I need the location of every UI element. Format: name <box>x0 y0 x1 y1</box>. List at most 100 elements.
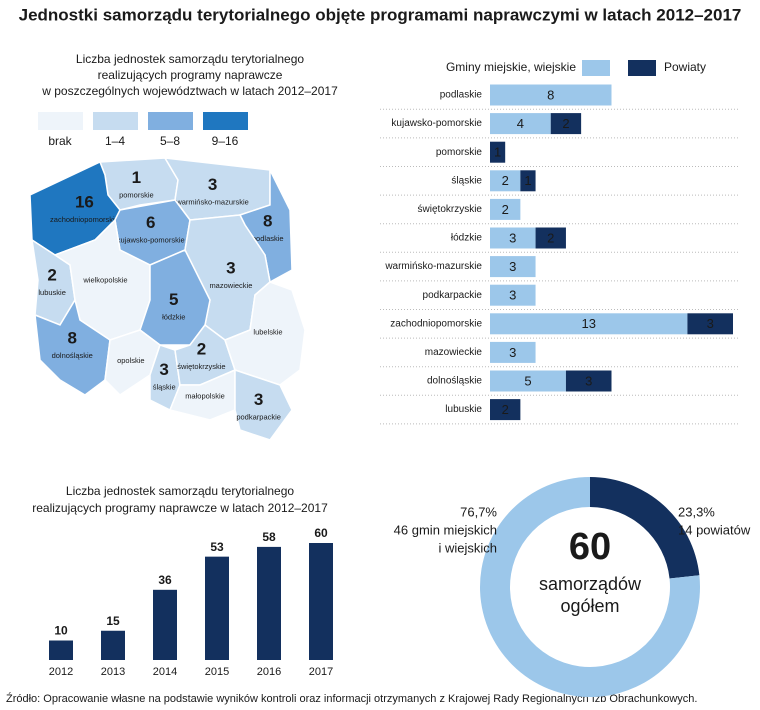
bar-value-label: 3 <box>585 373 592 388</box>
bar-segment <box>490 227 536 249</box>
bar-value-label: 13 <box>581 316 595 331</box>
bar <box>257 546 281 660</box>
y-tick-label: mazowieckie <box>425 347 483 358</box>
region-name: lubelskie <box>253 327 282 336</box>
bar <box>205 556 229 660</box>
bar-value-label: 4 <box>517 116 524 131</box>
bar <box>49 640 73 660</box>
bar-value-label: 3 <box>509 345 516 360</box>
region-value: 3 <box>226 259 235 278</box>
legend-label: Powiaty <box>664 60 706 74</box>
bar-value-label: 3 <box>509 230 516 245</box>
bar-segment <box>490 198 521 220</box>
legend-swatch <box>148 112 193 130</box>
legend-label: brak <box>48 134 72 148</box>
region-name: dolnośląskie <box>52 351 93 360</box>
legend-swatch <box>38 112 83 130</box>
y-tick-label: podlaskie <box>440 90 483 101</box>
bar-segment <box>490 284 536 306</box>
x-tick-label: 2016 <box>257 666 281 678</box>
bar-value-label: 10 <box>54 624 68 638</box>
bar <box>153 589 177 660</box>
legend-swatch <box>628 60 656 76</box>
bar <box>309 543 333 660</box>
y-tick-label: dolnośląskie <box>427 376 482 387</box>
segment-description: i wiejskich <box>438 540 497 555</box>
bar-value-label: 3 <box>707 316 714 331</box>
region-value: 2 <box>47 265 56 284</box>
legend-label: 1–4 <box>105 134 125 148</box>
bar-value-label: 2 <box>562 116 569 131</box>
bar-segment <box>490 399 521 421</box>
y-tick-label: zachodniopomorskie <box>390 318 482 329</box>
legend-swatch <box>93 112 138 130</box>
region-value: 5 <box>169 290 178 309</box>
region-name: świętokrzyskie <box>177 362 225 371</box>
region-name: lubuskie <box>38 288 66 297</box>
y-tick-label: podkarpackie <box>423 290 483 301</box>
x-tick-label: 2014 <box>153 666 177 678</box>
y-tick-label: kujawsko-pomorskie <box>391 118 482 129</box>
region-name: małopolskie <box>185 392 225 401</box>
bar-value-label: 3 <box>509 288 516 303</box>
region-name: mazowieckie <box>209 281 252 290</box>
center-label: samorządów <box>539 574 642 594</box>
legend-swatch <box>582 60 610 76</box>
bar-value-label: 58 <box>262 530 276 544</box>
bar-value-label: 2 <box>502 173 509 188</box>
bar-subtitle: Liczba jednostek samorządu terytorialneg… <box>66 484 294 498</box>
bar-segment <box>520 170 536 192</box>
bar-segment <box>490 170 521 192</box>
bar-value-label: 5 <box>524 373 531 388</box>
bar-segment <box>490 370 566 392</box>
region-name: śląskie <box>153 382 176 391</box>
region-value: 2 <box>197 340 206 359</box>
region-name: łódzkie <box>162 312 185 321</box>
bar-subtitle: realizujących programy naprawcze w latac… <box>32 501 328 515</box>
bar-value-label: 36 <box>158 573 172 587</box>
region-value: 3 <box>254 390 263 409</box>
segment-description: 46 gmin miejskich <box>394 522 497 537</box>
legend-label: 9–16 <box>212 134 239 148</box>
center-value: 60 <box>569 526 611 568</box>
bar-value-label: 8 <box>547 87 554 102</box>
y-tick-label: pomorskie <box>436 147 483 158</box>
y-tick-label: łódzkie <box>451 233 483 244</box>
map-subtitle: Liczba jednostek samorządu terytorialneg… <box>76 52 304 66</box>
bar-value-label: 2 <box>502 402 509 417</box>
bar <box>101 630 125 660</box>
bar-segment <box>535 227 566 249</box>
y-tick-label: warmińsko-mazurskie <box>384 261 482 272</box>
bar-segment <box>550 113 582 135</box>
segment-description: 14 powiatów <box>678 522 751 537</box>
bar-segment <box>490 113 551 135</box>
map-subtitle: w poszczególnych województwach w latach … <box>41 84 338 98</box>
region-name: opolskie <box>117 356 145 365</box>
y-tick-label: świętokrzyskie <box>418 204 483 215</box>
region-value: 6 <box>146 213 155 232</box>
legend-swatch <box>203 112 248 130</box>
x-tick-label: 2017 <box>309 666 333 678</box>
segment-percent: 23,3% <box>678 504 715 519</box>
y-tick-label: lubuskie <box>445 404 482 415</box>
center-label: ogółem <box>560 596 619 616</box>
legend-label: Gminy miejskie, wiejskie <box>446 60 576 74</box>
segment-percent: 76,7% <box>460 504 497 519</box>
region <box>224 281 306 386</box>
region-value: 8 <box>67 329 76 348</box>
bar-value-label: 1 <box>524 173 531 188</box>
bar-segment <box>687 313 733 335</box>
source-note: Źródło: Opracowanie własne na podstawie … <box>6 692 697 705</box>
bar-segment <box>490 341 536 363</box>
bar-value-label: 2 <box>547 230 554 245</box>
x-tick-label: 2012 <box>49 666 73 678</box>
bar-segment <box>490 141 506 163</box>
region-value: 1 <box>132 168 141 187</box>
bar-value-label: 2 <box>502 202 509 217</box>
bar-value-label: 3 <box>509 259 516 274</box>
bar-segment <box>490 84 612 106</box>
y-tick-label: śląskie <box>451 175 482 186</box>
region-name: warmińsko-mazurskie <box>175 198 249 207</box>
page-title: Jednostki samorządu terytorialnego objęt… <box>19 5 742 24</box>
